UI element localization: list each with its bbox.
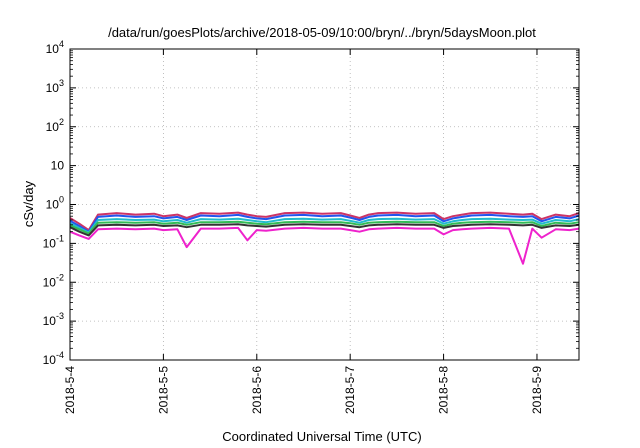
x-tick-label: 2018-5-4	[63, 366, 77, 414]
y-tick-label-exponent: -4	[56, 350, 64, 360]
y-tick-label: 100	[46, 195, 64, 212]
y-tick-label-exponent: -3	[56, 311, 64, 321]
y-tick-label: 10-2	[43, 272, 64, 289]
y-tick-label-base: 10	[46, 120, 60, 134]
series-group	[69, 211, 580, 265]
y-tick-label: 104	[46, 39, 64, 56]
y-tick-label-base: 10	[43, 314, 57, 328]
y-tick-label-base: 10	[43, 353, 57, 367]
y-tick-label-exponent: 3	[59, 78, 64, 88]
x-axis: 2018-5-4 2018-5-5 2018-5-6 2018-5-7 2018-5-8…	[63, 49, 544, 414]
y-tick-label-base: 10	[46, 81, 60, 95]
series-line	[69, 220, 580, 235]
series-line	[69, 211, 580, 232]
y-tick-label: 10-3	[43, 311, 64, 328]
series-line	[69, 226, 580, 265]
y-tick-label-base: 10	[46, 42, 60, 56]
x-tick-label: 2018-5-5	[156, 366, 170, 414]
y-tick-label-exponent: -1	[56, 233, 64, 243]
y-tick-label: 103	[46, 78, 64, 95]
y-tick-label-base: 10	[43, 275, 57, 289]
y-tick-label-exponent: 4	[59, 39, 64, 49]
y-tick-label-base: 10	[46, 198, 60, 212]
x-axis-label: Coordinated Universal Time (UTC)	[222, 429, 421, 444]
y-tick-label-exponent: 0	[59, 195, 64, 205]
x-tick-label: 2018-5-6	[250, 366, 264, 414]
y-tick-label: 10-1	[43, 233, 64, 250]
series-line	[69, 223, 580, 237]
y-tick-label: 10-4	[43, 350, 64, 367]
y-axis-label: cSv/day	[21, 180, 36, 227]
y-tick-label-base: 10	[51, 159, 65, 173]
grid	[70, 49, 579, 360]
y-tick-label: 10	[51, 159, 65, 173]
series-line	[69, 213, 580, 233]
y-tick-label-exponent: -2	[56, 272, 64, 282]
series-line	[69, 217, 580, 234]
x-tick-label: 2018-5-7	[343, 366, 357, 414]
y-tick-label-exponent: 2	[59, 117, 64, 127]
x-tick-label: 2018-5-9	[530, 366, 544, 414]
chart-title: /data/run/goesPlots/archive/2018-05-09/1…	[108, 25, 536, 40]
x-tick-label: 2018-5-8	[437, 366, 451, 414]
y-tick-label-base: 10	[43, 236, 57, 250]
y-tick-label: 102	[46, 117, 64, 134]
